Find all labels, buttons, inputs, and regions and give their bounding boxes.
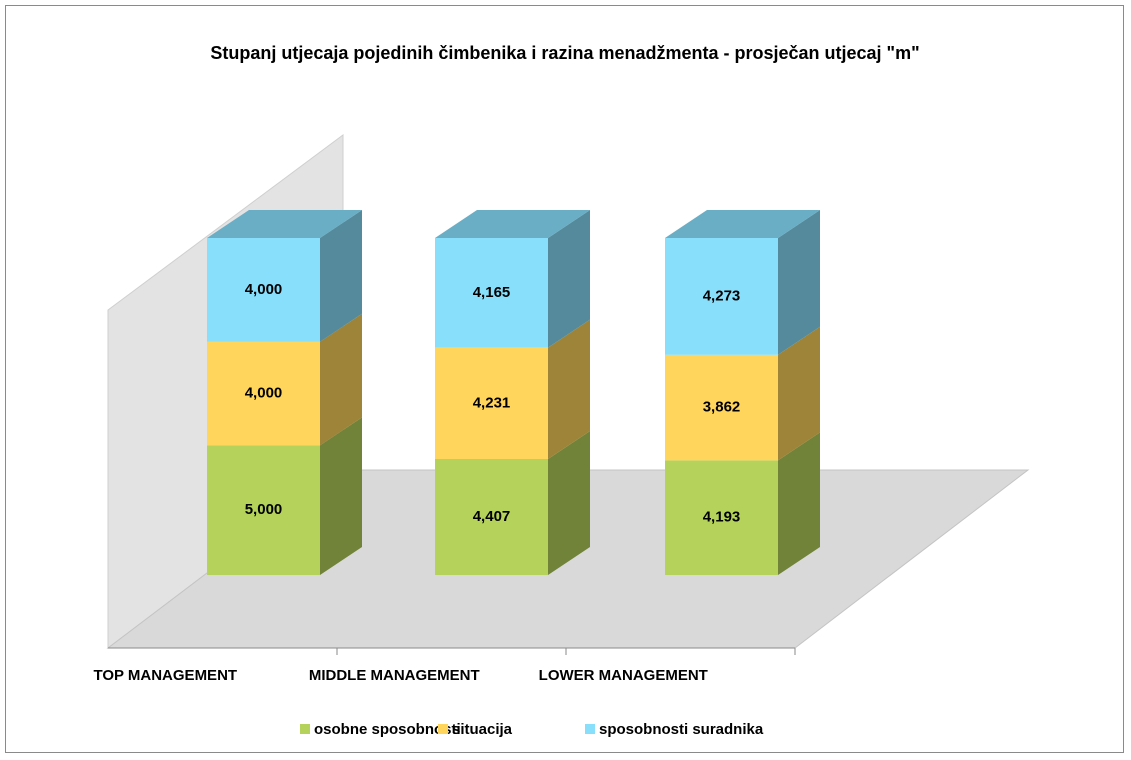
bar-side	[548, 430, 590, 575]
x-tick-label: TOP MANAGEMENT	[93, 667, 237, 684]
bar-top	[207, 210, 362, 238]
bar-side	[548, 319, 590, 459]
bar-side	[778, 326, 820, 461]
bar-side	[548, 210, 590, 348]
data-label: 4,165	[473, 284, 511, 301]
data-label: 4,407	[473, 508, 511, 525]
bar	[665, 238, 778, 355]
bar	[435, 238, 548, 348]
bar-side	[778, 210, 820, 355]
bar	[207, 341, 320, 446]
bar-side	[320, 313, 362, 446]
bar-side	[320, 417, 362, 575]
x-tick-label: LOWER MANAGEMENT	[539, 667, 708, 684]
legend-label: situacija	[452, 721, 513, 738]
bar-top	[435, 210, 590, 238]
bar	[665, 460, 778, 575]
legend-swatch	[300, 724, 310, 734]
data-label: 4,231	[473, 394, 511, 411]
bar-side	[778, 432, 820, 575]
bar-top	[665, 210, 820, 238]
legend-label: sposobnosti suradnika	[599, 721, 764, 738]
legend-swatch	[438, 724, 448, 734]
data-label: 3,862	[703, 399, 741, 416]
chart-frame	[5, 5, 1124, 753]
bar	[665, 354, 778, 461]
data-label: 4,193	[703, 509, 741, 526]
chart-title: Stupanj utjecaja pojedinih čimbenika i r…	[210, 43, 920, 63]
data-label: 4,273	[703, 287, 741, 304]
bar	[435, 458, 548, 575]
data-label: 4,000	[245, 281, 283, 298]
bar	[207, 445, 320, 575]
x-tick-label: MIDDLE MANAGEMENT	[309, 667, 480, 684]
legend-swatch	[585, 724, 595, 734]
data-label: 5,000	[245, 501, 283, 518]
data-label: 4,000	[245, 385, 283, 402]
legend-label: osobne sposobnosti	[314, 721, 461, 738]
bar	[435, 347, 548, 459]
bar	[207, 238, 320, 342]
bar-side	[320, 210, 362, 342]
